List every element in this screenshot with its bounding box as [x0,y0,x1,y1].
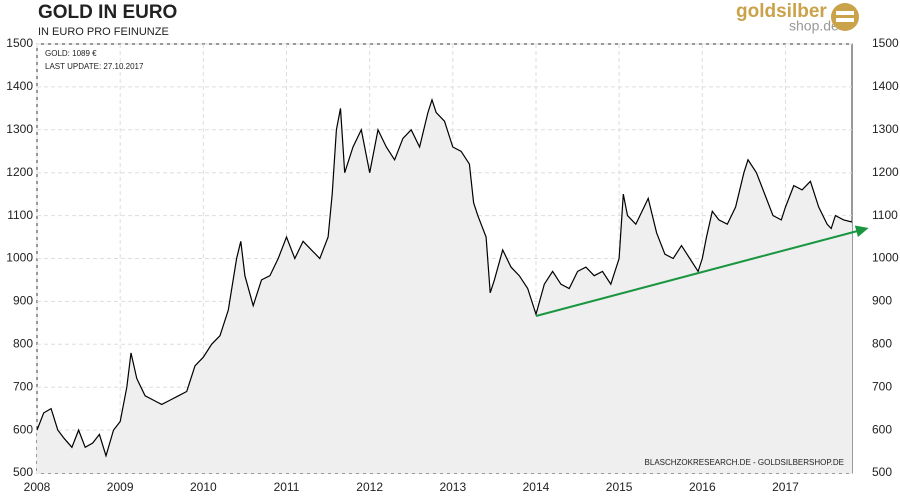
y-tick-label: 1000 [6,251,33,265]
y2-tick-label: 1200 [872,165,899,179]
annotation: GOLD: 1089 € [45,49,97,58]
chart-subtitle: IN EURO PRO FEINUNZE [38,26,169,38]
line [36,97,853,458]
area [37,99,852,474]
trend-line [535,229,860,317]
y-tick-label: 1200 [6,165,33,179]
y2-tick-label: 900 [872,294,892,308]
annotation: BLASCHZOKRESEARCH.DE - GOLDSILBERSHOP.DE [645,458,844,467]
y-tick-label: 1500 [6,36,33,50]
x-tick-label: 2011 [274,480,300,494]
y2-tick-label: 1400 [872,79,899,93]
logo-icon [836,11,854,15]
logo-icon [831,3,859,31]
y-tick-label: 1100 [7,208,33,222]
chart-title: GOLD IN EURO [38,2,177,23]
x-tick-label: 2009 [107,480,134,494]
annotation: LAST UPDATE: 27.10.2017 [45,62,144,71]
trend-arrowhead [854,225,869,238]
x-tick-label: 2008 [24,480,51,494]
y-tick-label: 800 [13,336,33,350]
y-tick-label: 700 [13,379,33,393]
y2-tick-label: 1000 [872,251,899,265]
y-tick-label: 500 [13,465,33,479]
x-tick-label: 2010 [190,480,217,494]
y2-tick-label: 700 [872,379,892,393]
x-tick-label: 2016 [689,480,716,494]
y-tick-label: 900 [13,294,33,308]
logo-icon [836,18,854,22]
y2-tick-label: 800 [872,336,892,350]
x-tick-label: 2017 [772,480,799,494]
y-tick-label: 1400 [6,79,33,93]
x-tick-label: 2014 [523,480,550,494]
y2-tick-label: 600 [872,422,892,436]
y2-tick-label: 1100 [872,208,898,222]
y2-tick-label: 1300 [872,122,899,136]
x-tick-label: 2013 [439,480,466,494]
x-tick-label: 2015 [606,480,633,494]
y2-tick-label: 500 [872,465,892,479]
y2-tick-label: 1500 [872,36,899,50]
logo-text: goldsilber [736,1,827,22]
y-tick-label: 600 [13,422,33,436]
x-tick-label: 2012 [356,480,383,494]
logo-text: shop.de [789,18,839,34]
y-tick-label: 1300 [6,122,33,136]
